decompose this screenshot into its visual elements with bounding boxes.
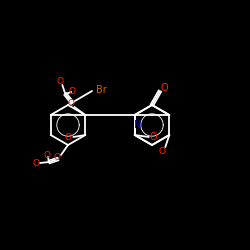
Text: N: N <box>134 120 141 130</box>
Text: O: O <box>32 160 40 168</box>
Text: Br: Br <box>96 85 106 95</box>
Text: O: O <box>150 132 158 142</box>
Text: O: O <box>57 76 64 86</box>
Text: O: O <box>69 86 76 96</box>
Text: O: O <box>54 154 60 162</box>
Text: O: O <box>159 146 166 156</box>
Text: O: O <box>68 100 75 108</box>
Text: O: O <box>160 83 168 93</box>
Text: O: O <box>65 134 72 142</box>
Text: O: O <box>44 150 51 160</box>
